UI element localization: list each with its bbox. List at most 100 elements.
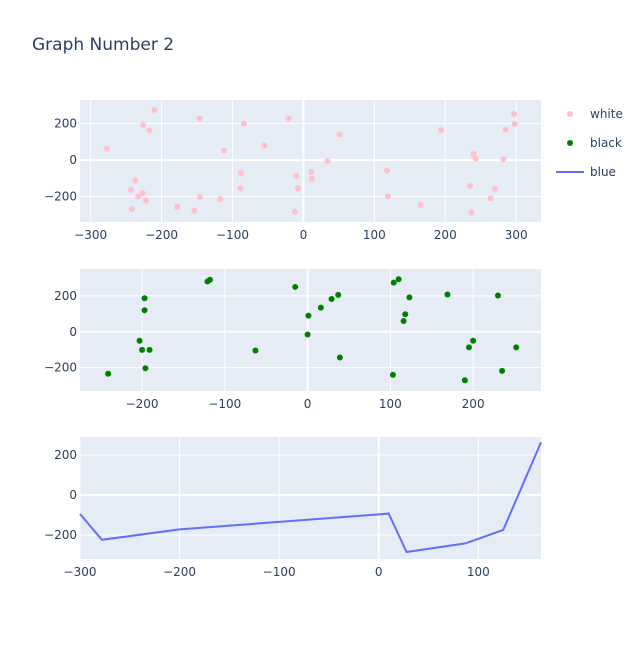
scatter-point-white[interactable] [511, 111, 518, 118]
scatter-point-white[interactable] [291, 208, 298, 215]
subplot-3-y-tick-label: −200 [44, 528, 77, 542]
legend-label-blue[interactable]: blue [590, 165, 616, 179]
scatter-point-white[interactable] [196, 194, 203, 201]
scatter-point-white[interactable] [384, 167, 391, 174]
subplot-3-y-tick-label: 200 [54, 448, 77, 462]
scatter-point-white[interactable] [324, 158, 331, 164]
subplot-1-y-tick-label: −200 [44, 190, 77, 204]
scatter-point-white[interactable] [336, 131, 343, 138]
subplot-2-x-tick-label: −100 [208, 397, 241, 411]
scatter-point-black[interactable] [335, 291, 342, 298]
scatter-point-white[interactable] [146, 127, 153, 134]
legend-label-white[interactable]: white [590, 107, 623, 121]
legend-marker-black[interactable] [567, 140, 573, 146]
subplot-3-x-tick-label: −300 [64, 565, 97, 579]
subplot-2-y-tick-label: 200 [54, 289, 77, 303]
subplot-1-x-tick-label: 300 [505, 228, 528, 242]
scatter-point-white[interactable] [140, 121, 147, 128]
scatter-point-white[interactable] [240, 120, 247, 127]
scatter-point-black[interactable] [292, 283, 299, 290]
scatter-point-black[interactable] [400, 318, 407, 325]
scatter-point-black[interactable] [390, 279, 397, 286]
subplot-3-x-tick-label: 100 [467, 565, 490, 579]
subplot-1-x-tick-label: −200 [145, 228, 178, 242]
scatter-point-black[interactable] [406, 294, 413, 301]
scatter-point-white[interactable] [261, 142, 268, 149]
scatter-point-white[interactable] [128, 186, 135, 193]
legend-label-black[interactable]: black [590, 136, 622, 150]
scatter-point-white[interactable] [468, 209, 475, 216]
scatter-point-white[interactable] [500, 156, 507, 163]
scatter-point-white[interactable] [151, 107, 158, 114]
scatter-point-white[interactable] [196, 115, 203, 122]
scatter-point-white[interactable] [472, 155, 479, 162]
scatter-point-white[interactable] [174, 203, 181, 210]
scatter-point-black[interactable] [139, 346, 146, 353]
scatter-point-white[interactable] [103, 145, 110, 152]
scatter-point-black[interactable] [328, 295, 335, 302]
subplot-2-x-tick-label: 100 [379, 397, 402, 411]
scatter-point-white[interactable] [294, 185, 301, 192]
subplot-1-x-tick-label: −300 [74, 228, 107, 242]
scatter-point-white[interactable] [467, 183, 474, 190]
scatter-point-black[interactable] [141, 307, 148, 314]
subplot-3-x-tick-label: 0 [375, 565, 383, 579]
scatter-point-black[interactable] [141, 295, 148, 302]
scatter-point-white[interactable] [502, 126, 509, 133]
scatter-point-white[interactable] [139, 189, 146, 196]
scatter-point-white[interactable] [437, 127, 444, 134]
scatter-point-black[interactable] [142, 365, 149, 372]
subplot-1-y-tick-label: 0 [69, 153, 77, 167]
scatter-point-black[interactable] [136, 337, 143, 344]
scatter-point-black[interactable] [206, 276, 213, 283]
scatter-point-white[interactable] [285, 115, 292, 122]
scatter-point-black[interactable] [252, 347, 259, 354]
scatter-point-white[interactable] [308, 168, 315, 175]
scatter-point-black[interactable] [317, 304, 324, 311]
scatter-point-white[interactable] [491, 185, 498, 192]
subplot-3-y-tick-label: 0 [69, 488, 77, 502]
scatter-point-black[interactable] [305, 312, 312, 319]
scatter-point-white[interactable] [511, 121, 518, 128]
scatter-point-black[interactable] [499, 367, 506, 374]
scatter-point-white[interactable] [487, 195, 494, 202]
scatter-point-white[interactable] [132, 177, 139, 184]
scatter-point-white[interactable] [217, 195, 224, 202]
scatter-point-black[interactable] [470, 337, 477, 344]
scatter-point-white[interactable] [384, 193, 391, 200]
scatter-point-white[interactable] [191, 207, 198, 214]
scatter-point-black[interactable] [402, 311, 409, 318]
subplot-2-y-tick-label: 0 [69, 325, 77, 339]
scatter-point-black[interactable] [461, 377, 468, 384]
legend-marker-white[interactable] [567, 111, 573, 117]
scatter-point-black[interactable] [304, 331, 311, 338]
scatter-point-black[interactable] [513, 344, 520, 351]
scatter-point-white[interactable] [128, 206, 135, 213]
scatter-point-white[interactable] [470, 151, 477, 158]
scatter-point-black[interactable] [494, 292, 501, 299]
subplot-1-y-tick-label: 200 [54, 117, 77, 131]
chart-title: Graph Number 2 [32, 35, 174, 55]
scatter-point-black[interactable] [146, 346, 153, 353]
scatter-point-white[interactable] [417, 201, 424, 208]
scatter-point-white[interactable] [308, 175, 315, 182]
scatter-point-black[interactable] [389, 371, 396, 378]
subplot-2-x-tick-label: −200 [126, 397, 159, 411]
scatter-point-white[interactable] [293, 172, 300, 179]
scatter-point-white[interactable] [237, 170, 244, 177]
scatter-point-white[interactable] [220, 147, 227, 154]
scatter-point-black[interactable] [395, 276, 402, 283]
scatter-point-black[interactable] [336, 354, 343, 361]
subplot-1-x-tick-label: 100 [363, 228, 386, 242]
subplot-2-x-tick-label: 0 [304, 397, 312, 411]
line-series-blue[interactable] [79, 442, 542, 554]
subplot-2-x-tick-label: 200 [462, 397, 485, 411]
scatter-point-black[interactable] [465, 344, 472, 351]
scatter-point-black[interactable] [105, 370, 112, 377]
scatter-point-white[interactable] [135, 193, 142, 200]
scatter-point-black[interactable] [444, 291, 451, 298]
scatter-point-white[interactable] [237, 185, 244, 192]
subplot-1-x-tick-label: 200 [434, 228, 457, 242]
scatter-point-white[interactable] [142, 197, 149, 204]
